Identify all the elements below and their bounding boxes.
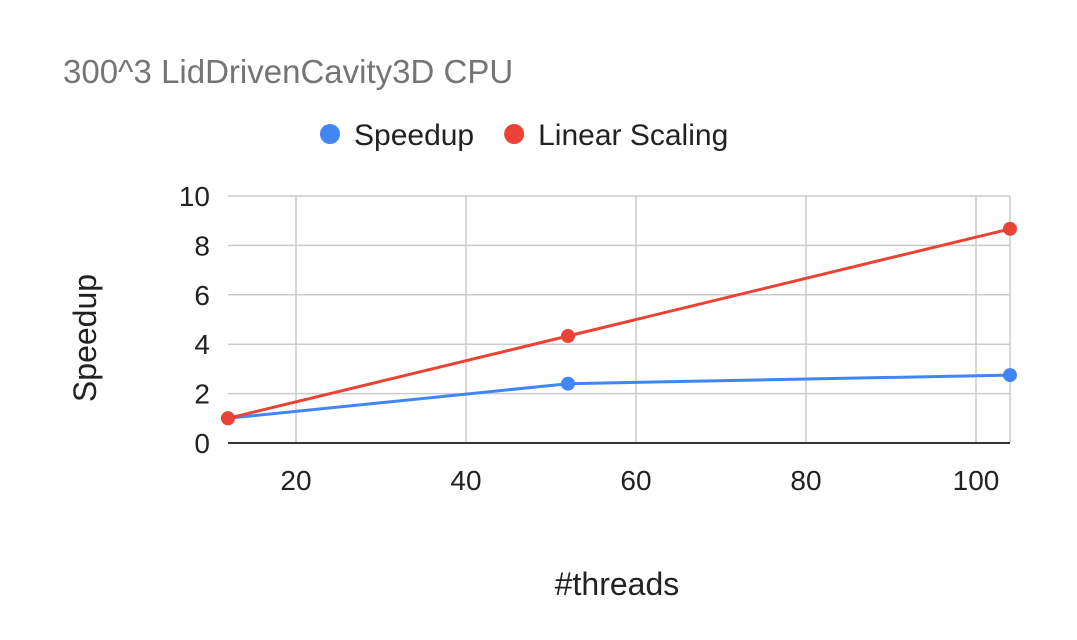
chart-title: 300^3 LidDrivenCavity3D CPU [63,53,513,90]
x-tick-label-20: 20 [280,465,311,496]
data-point-speedup-2 [1003,368,1017,383]
y-tick-label-6: 6 [194,280,210,311]
data-point-linear-scaling-1 [561,329,575,344]
legend-label-linear-scaling: Linear Scaling [538,119,728,152]
y-axis-title: Speedup [67,274,103,402]
legend: Speedup Linear Scaling [320,119,728,152]
y-tick-label-4: 4 [194,329,210,360]
series-layer [221,221,1017,426]
y-axis-ticks: 0 2 4 6 8 10 [179,181,210,459]
series-line-linear-scaling [227,227,1011,420]
x-tick-label-60: 60 [620,465,651,496]
data-point-linear-scaling-0 [221,411,235,426]
legend-label-speedup: Speedup [354,119,474,152]
x-axis-title: #threads [555,566,680,602]
x-tick-label-80: 80 [790,465,821,496]
y-tick-label-2: 2 [194,379,210,410]
y-tick-label-0: 0 [194,428,210,459]
legend-marker-speedup [320,124,340,144]
data-point-linear-scaling-2 [1003,221,1017,236]
gridlines [228,195,1011,444]
series-line-speedup [227,373,1011,420]
x-axis-ticks: 20 40 60 80 100 [280,465,999,496]
data-point-speedup-1 [561,376,575,391]
legend-marker-linear-scaling [504,124,525,144]
y-tick-label-10: 10 [179,181,210,212]
x-tick-label-40: 40 [450,465,481,496]
x-tick-label-100: 100 [953,465,1000,496]
y-tick-label-8: 8 [194,230,210,261]
